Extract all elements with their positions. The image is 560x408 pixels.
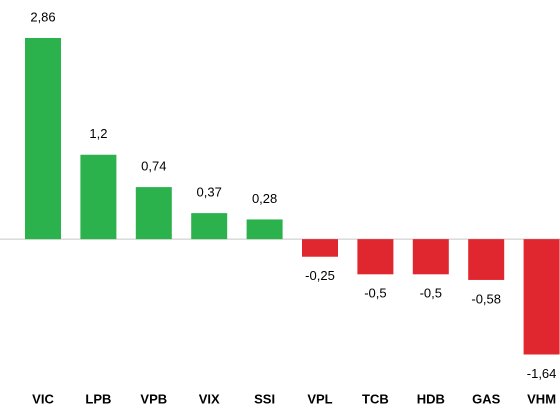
x-tick-label: VHM — [527, 391, 556, 406]
data-label: 2,86 — [30, 9, 55, 24]
x-tick-label: VIC — [32, 391, 54, 406]
bar — [412, 239, 449, 275]
x-tick-label: LPB — [85, 391, 111, 406]
x-tick-label: GAS — [472, 391, 501, 406]
bar — [246, 219, 283, 240]
x-tick-label: TCB — [362, 391, 389, 406]
bar — [357, 239, 394, 275]
data-label: -0,5 — [364, 286, 386, 301]
x-tick-label: SSI — [254, 391, 275, 406]
data-label: -1,64 — [527, 366, 557, 381]
bar — [135, 187, 172, 240]
data-label: -0,25 — [305, 268, 335, 283]
bar — [25, 37, 61, 240]
data-label: 1,2 — [89, 126, 107, 141]
x-tick-label: VIX — [199, 391, 220, 406]
data-label: 0,74 — [141, 159, 166, 174]
data-label: -0,58 — [471, 291, 501, 306]
bar — [302, 239, 338, 257]
bar — [468, 239, 505, 280]
data-label: 0,28 — [252, 191, 277, 206]
x-tick-label: VPB — [140, 391, 167, 406]
x-tick-label: VPL — [307, 391, 332, 406]
data-label: -0,5 — [420, 286, 442, 301]
x-tick-label: HDB — [417, 391, 445, 406]
data-label: 0,37 — [197, 185, 222, 200]
bar — [523, 239, 560, 355]
bar — [191, 213, 228, 240]
bar — [80, 154, 117, 240]
